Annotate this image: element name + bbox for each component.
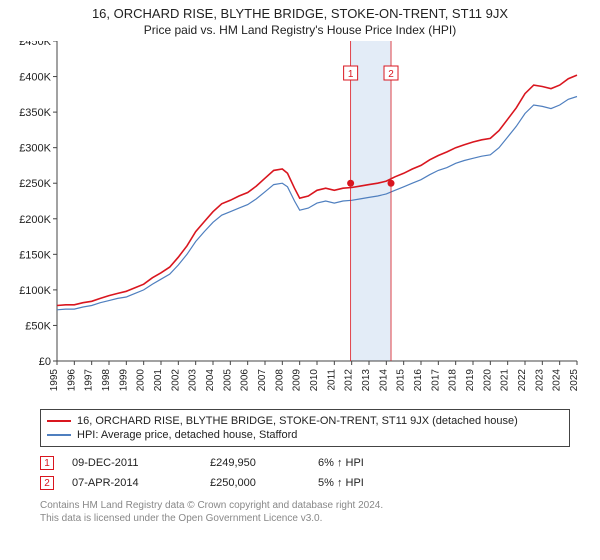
- svg-text:2018: 2018: [448, 369, 459, 392]
- svg-text:2021: 2021: [500, 369, 511, 392]
- svg-text:2022: 2022: [517, 369, 528, 392]
- svg-text:£200K: £200K: [19, 214, 51, 226]
- chart-subtitle: Price paid vs. HM Land Registry's House …: [0, 21, 600, 41]
- sale-marker-icon: 2: [40, 476, 54, 490]
- svg-text:2015: 2015: [396, 369, 407, 392]
- svg-text:2006: 2006: [240, 369, 251, 392]
- svg-text:2016: 2016: [413, 369, 424, 392]
- sale-price: £250,000: [210, 477, 300, 489]
- sale-date: 07-APR-2014: [72, 477, 192, 489]
- svg-text:1999: 1999: [118, 369, 129, 392]
- sale-marker-icon: 1: [40, 456, 54, 470]
- svg-text:2011: 2011: [326, 369, 337, 391]
- svg-text:£0: £0: [39, 356, 51, 368]
- svg-text:£50K: £50K: [25, 320, 51, 332]
- svg-text:1996: 1996: [66, 369, 77, 392]
- legend-row-hpi: HPI: Average price, detached house, Staf…: [47, 428, 563, 442]
- legend: 16, ORCHARD RISE, BLYTHE BRIDGE, STOKE-O…: [40, 409, 570, 447]
- svg-text:£450K: £450K: [19, 41, 51, 48]
- svg-text:2: 2: [388, 69, 394, 80]
- attribution: Contains HM Land Registry data © Crown c…: [40, 499, 570, 525]
- svg-text:£150K: £150K: [19, 249, 51, 261]
- svg-text:2024: 2024: [552, 369, 563, 392]
- svg-text:2023: 2023: [534, 369, 545, 392]
- svg-text:2009: 2009: [292, 369, 303, 392]
- svg-text:2003: 2003: [188, 369, 199, 392]
- svg-text:1998: 1998: [101, 369, 112, 392]
- attribution-line: This data is licensed under the Open Gov…: [40, 512, 570, 525]
- svg-text:2010: 2010: [309, 369, 320, 392]
- svg-text:£400K: £400K: [19, 72, 51, 84]
- svg-text:2000: 2000: [136, 369, 147, 392]
- svg-text:£250K: £250K: [19, 178, 51, 190]
- svg-text:£300K: £300K: [19, 143, 51, 155]
- sale-price: £249,950: [210, 457, 300, 469]
- sale-delta: 6% ↑ HPI: [318, 457, 408, 469]
- chart-area: £0 £50K £100K £150K £200K £250K £300K £350K £400…: [15, 41, 585, 401]
- svg-text:2012: 2012: [344, 369, 355, 392]
- svg-text:2013: 2013: [361, 369, 372, 392]
- attribution-line: Contains HM Land Registry data © Crown c…: [40, 499, 570, 512]
- chart-svg: £0 £50K £100K £150K £200K £250K £300K £350K £400…: [15, 41, 585, 401]
- legend-swatch-hpi: [47, 434, 71, 436]
- svg-text:£100K: £100K: [19, 285, 51, 297]
- legend-label-property: 16, ORCHARD RISE, BLYTHE BRIDGE, STOKE-O…: [77, 415, 518, 427]
- legend-swatch-property: [47, 420, 71, 422]
- svg-text:2017: 2017: [430, 369, 441, 392]
- svg-text:1995: 1995: [49, 369, 60, 392]
- svg-text:2001: 2001: [153, 369, 164, 392]
- svg-text:2020: 2020: [482, 369, 493, 392]
- svg-text:2014: 2014: [378, 369, 389, 392]
- svg-text:2005: 2005: [222, 369, 233, 392]
- svg-text:2002: 2002: [170, 369, 181, 392]
- svg-text:1: 1: [348, 69, 354, 80]
- chart-title: 16, ORCHARD RISE, BLYTHE BRIDGE, STOKE-O…: [0, 0, 600, 21]
- sale-row-1: 1 09-DEC-2011 £249,950 6% ↑ HPI: [40, 453, 570, 473]
- sale-date: 09-DEC-2011: [72, 457, 192, 469]
- sale-row-2: 2 07-APR-2014 £250,000 5% ↑ HPI: [40, 473, 570, 493]
- svg-text:2025: 2025: [569, 369, 580, 392]
- svg-text:2008: 2008: [274, 369, 285, 392]
- svg-text:£350K: £350K: [19, 107, 51, 119]
- sale-delta: 5% ↑ HPI: [318, 477, 408, 489]
- legend-row-property: 16, ORCHARD RISE, BLYTHE BRIDGE, STOKE-O…: [47, 414, 563, 428]
- svg-text:2019: 2019: [465, 369, 476, 392]
- svg-text:2007: 2007: [257, 369, 268, 392]
- sales-table: 1 09-DEC-2011 £249,950 6% ↑ HPI 2 07-APR…: [40, 453, 570, 493]
- svg-text:1997: 1997: [84, 369, 95, 392]
- svg-text:2004: 2004: [205, 369, 216, 392]
- legend-label-hpi: HPI: Average price, detached house, Staf…: [77, 429, 297, 441]
